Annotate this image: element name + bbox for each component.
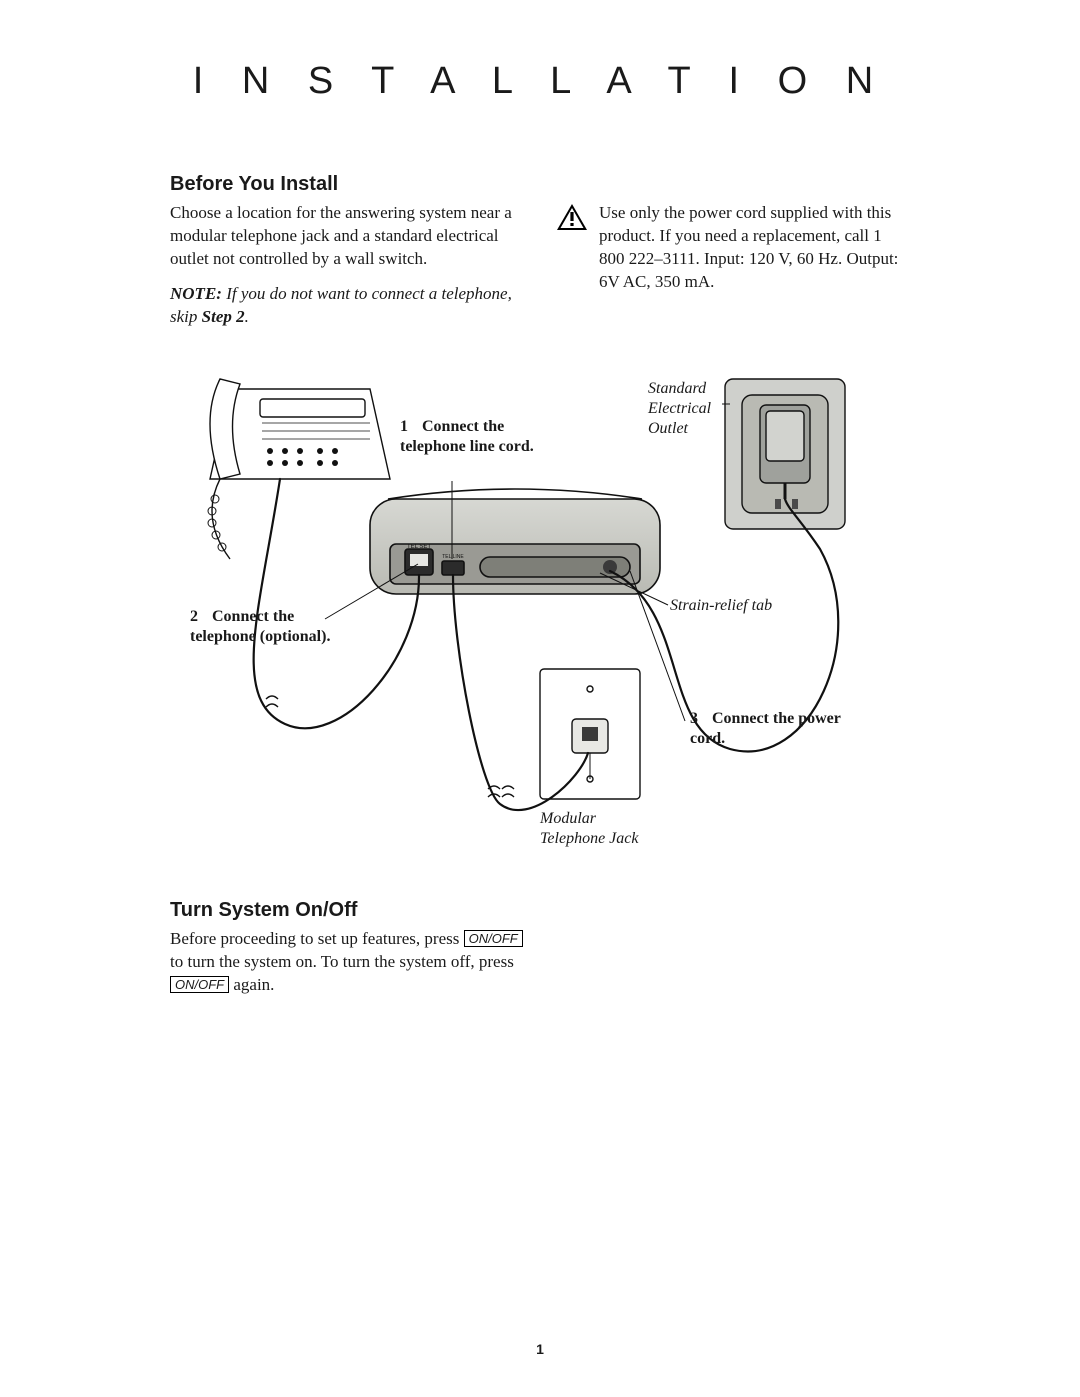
note-label: NOTE:: [170, 284, 222, 303]
step2-text: Connect the telephone (optional).: [190, 608, 330, 645]
note-step: Step 2: [202, 307, 245, 326]
heading-turn-system: Turn System On/Off: [170, 899, 910, 922]
step3-num: 3: [690, 709, 712, 729]
electrical-outlet-icon: [725, 379, 845, 529]
before-note: NOTE: If you do not want to connect a te…: [170, 283, 525, 329]
turn-p1a: Before proceeding to set up features, pr…: [170, 929, 464, 948]
turn-p1c: again.: [229, 975, 274, 994]
answering-machine-icon: TEL SET TEL LINE: [370, 489, 660, 594]
onoff-key-1: ON/OFF: [464, 930, 523, 948]
step1-num: 1: [400, 417, 422, 437]
diagram-label-outlet: Standard Electrical Outlet: [648, 379, 738, 439]
diagram-label-jack: Modular Telephone Jack: [540, 809, 660, 849]
page-number: 1: [536, 1341, 544, 1357]
diagram-label-strain: Strain-relief tab: [670, 596, 790, 616]
turn-p1b: to turn the system on. To turn the syste…: [170, 952, 514, 971]
onoff-key-2: ON/OFF: [170, 976, 229, 994]
diagram-step2: 2Connect the telephone (optional).: [190, 607, 350, 647]
telephone-icon: [208, 379, 390, 559]
modular-jack-icon: [540, 669, 640, 799]
page-title: I N S T A L L A T I O N: [170, 60, 910, 103]
turn-system-para: Before proceeding to set up features, pr…: [170, 928, 540, 997]
before-right-col: Use only the power cord supplied with th…: [555, 202, 910, 329]
warning-icon: [555, 202, 589, 237]
heading-before-install: Before You Install: [170, 173, 910, 196]
installation-diagram: TEL SET TEL LINE: [170, 349, 910, 869]
diagram-step3: 3Connect the power cord.: [690, 709, 860, 749]
diagram-step1: 1Connect the telephone line cord.: [400, 417, 560, 457]
port-label-telline: TEL LINE: [442, 554, 464, 560]
before-right-para: Use only the power cord supplied with th…: [599, 202, 910, 294]
before-install-columns: Choose a location for the answering syst…: [170, 202, 910, 329]
step2-num: 2: [190, 607, 212, 627]
before-left-para: Choose a location for the answering syst…: [170, 202, 525, 271]
port-label-telset: TEL SET: [407, 544, 431, 550]
step3-text: Connect the power cord.: [690, 710, 841, 747]
before-left-col: Choose a location for the answering syst…: [170, 202, 525, 329]
note-tail: .: [245, 307, 249, 326]
